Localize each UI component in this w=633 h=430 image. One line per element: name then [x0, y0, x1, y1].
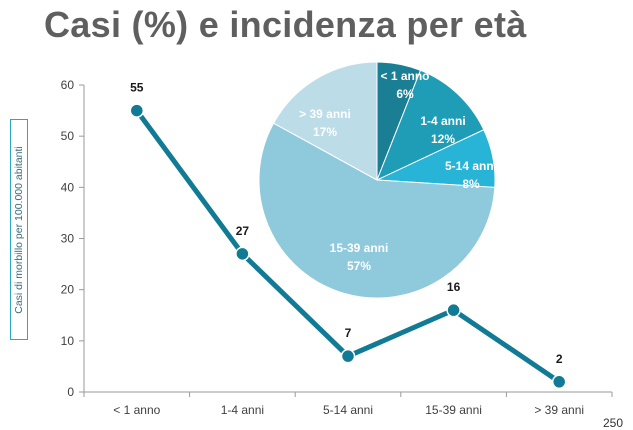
pie-slice-value: 6% [396, 87, 414, 101]
pie-slice-label: 15-39 anni [330, 241, 389, 255]
data-point [551, 374, 567, 390]
line-chart-axes: 0 10 20 30 40 50 60 < 1 anno 1-4 anni 5-14 anni 15… [61, 78, 613, 417]
y-tick-label: 0 [67, 385, 74, 399]
y-tick-label: 30 [61, 232, 75, 246]
data-label: 7 [345, 326, 352, 340]
pie-slice [376, 69, 485, 181]
x-tick-label: 1-4 anni [221, 403, 264, 417]
y-tick-label: 10 [61, 334, 75, 348]
pie-chart: < 1 anno 6% 1-4 anni 12% 5-14 anni 8% 15-39 an… [258, 61, 497, 299]
y-tick-label: 60 [61, 78, 75, 92]
data-label: 2 [556, 352, 563, 366]
data-point [235, 246, 250, 262]
y-tick-label: 50 [61, 129, 75, 143]
y-axis-label-box: Casi di morbillo per 100.000 abitanti [10, 119, 28, 340]
data-point [129, 103, 145, 118]
pie-slice [258, 122, 496, 299]
pie-slice-label: > 39 anni [299, 107, 351, 121]
y-tick-label: 20 [61, 283, 75, 297]
page-number: 250 [602, 416, 623, 430]
pie-slice [272, 61, 378, 181]
data-point [446, 302, 461, 318]
pie-slice-label: < 1 anno [380, 69, 429, 83]
pie-slice-label: 5-14 anni [445, 159, 497, 173]
data-label: 27 [236, 224, 250, 238]
pie-slice-value: 8% [462, 177, 480, 191]
data-point [340, 348, 356, 364]
x-tick-label: > 39 anni [534, 403, 584, 417]
pie-slice-value: 12% [431, 132, 455, 146]
x-tick-label: < 1 anno [113, 403, 160, 417]
line-series: 55 27 7 16 2 [129, 81, 567, 390]
data-label: 55 [130, 81, 144, 95]
pie-slice-label: 1-4 anni [420, 114, 465, 128]
pie-slice-value: 57% [347, 259, 371, 273]
x-tick-label: 5-14 anni [323, 403, 373, 417]
y-tick-label: 40 [61, 180, 75, 194]
slide-title: Casi (%) e incidenza per età [44, 4, 527, 45]
x-tick-label: 15-39 anni [425, 403, 482, 417]
pie-slice-value: 17% [313, 125, 337, 139]
data-label: 16 [447, 280, 461, 294]
